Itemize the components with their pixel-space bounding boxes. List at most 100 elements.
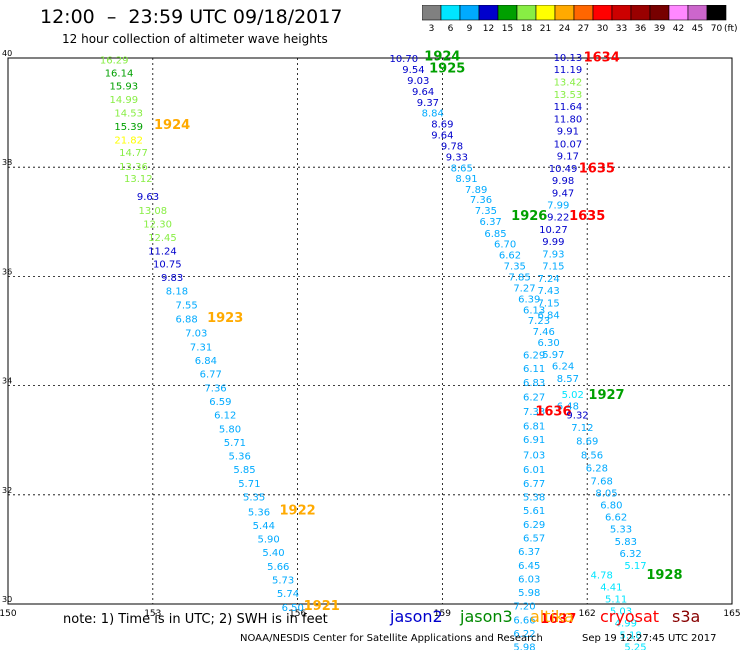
wave-height-label: 7.46 — [533, 327, 555, 338]
wave-height-label: 14.99 — [110, 95, 139, 106]
wave-height-label: 15.39 — [114, 122, 143, 133]
lon-tick-label: 150 — [0, 609, 17, 619]
wave-height-label: 9.64 — [412, 87, 434, 98]
wave-height-label: 6.48 — [557, 401, 579, 412]
wave-height-label: 6.80 — [600, 501, 622, 512]
wave-height-label: 8.57 — [557, 374, 579, 385]
pass-time-label: 1637 — [540, 612, 576, 627]
wave-height-label: 5.98 — [513, 643, 535, 650]
legend-tick-label: 15 — [502, 24, 513, 34]
wave-height-label: 4.78 — [591, 571, 613, 582]
satellite-jason3: jason3 — [460, 607, 513, 626]
legend-tick-label: 12 — [483, 24, 494, 34]
legend-tick-label: 36 — [635, 24, 647, 34]
wave-height-label: 9.03 — [407, 76, 429, 87]
wave-height-label: 6.50 — [282, 603, 304, 614]
color-legend: 3 6 9 12 15 18 21 24 27 30 33 36 39 42 45 70 (ft) — [422, 5, 738, 34]
wave-height-label: 7.31 — [190, 342, 212, 353]
wave-height-label: 8.69 — [431, 120, 453, 131]
wave-height-label: 6.66 — [513, 615, 535, 626]
wave-height-label: 9.47 — [552, 188, 574, 199]
wave-height-label: 14.53 — [114, 109, 143, 120]
wave-height-label: 6.85 — [484, 229, 506, 240]
wave-height-label: 6.59 — [209, 397, 231, 408]
lon-tick-label: 153 — [144, 609, 161, 619]
wave-height-label: 5.74 — [277, 589, 299, 600]
wave-height-label: 13.42 — [554, 78, 583, 89]
pass-time-label: 1922 — [280, 504, 316, 519]
wave-height-label: 6.62 — [499, 251, 521, 262]
wave-height-label: 6.84 — [537, 311, 559, 322]
map-frame — [7, 57, 733, 605]
wave-height-label: 8.05 — [595, 489, 617, 500]
wave-height-label: 9.64 — [431, 131, 453, 142]
wave-height-label: 16.14 — [105, 68, 134, 79]
wave-height-label: 5.83 — [615, 537, 637, 548]
wave-height-label: 5.38 — [523, 493, 545, 504]
wave-height-label: 6.13 — [523, 305, 545, 316]
wave-height-label: 7.99 — [547, 200, 569, 211]
wave-height-label: 7.93 — [542, 250, 564, 261]
pass-time-label: 1925 — [429, 61, 465, 76]
wave-height-label: 6.28 — [586, 464, 608, 475]
pass-time-label: 1636 — [535, 404, 571, 419]
legend-tick-label: 6 — [448, 24, 454, 34]
pass-time-label: 1924 — [424, 49, 460, 64]
wave-height-label: 6.45 — [518, 561, 540, 572]
wave-height-label: 7.85 — [508, 272, 530, 283]
wave-height-label: 6.03 — [518, 574, 540, 585]
wave-height-label: 6.62 — [605, 513, 627, 524]
wave-height-label: 7.35 — [504, 262, 526, 273]
wave-height-label: 6.37 — [480, 217, 502, 228]
lat-tick-label: 38 — [2, 158, 12, 167]
wave-height-label: 10.07 — [554, 139, 583, 150]
wave-height-label: 6.24 — [552, 361, 574, 372]
wave-height-label: 6.29 — [523, 351, 545, 362]
satellite-cryosat: cryosat — [600, 607, 660, 626]
wave-height-label: 15.93 — [110, 81, 139, 92]
wave-height-label: 7.36 — [204, 383, 226, 394]
legend-tick-label: 3 — [429, 24, 435, 34]
wave-height-label: 6.22 — [513, 629, 535, 640]
satellite-altika: altika — [530, 607, 574, 626]
footer-timestamp: Sep 19 12:27:45 UTC 2017 — [582, 633, 717, 644]
wave-height-label: 9.22 — [547, 212, 569, 223]
wave-height-label: 7.23 — [528, 316, 550, 327]
wave-height-label: 7.68 — [591, 477, 613, 488]
legend-swatch — [706, 5, 727, 21]
wave-height-label: 5.80 — [219, 424, 241, 435]
wave-height-label: 4.41 — [600, 583, 622, 594]
wave-height-label: 11.80 — [554, 115, 583, 126]
lon-tick-label: 156 — [289, 609, 306, 619]
wave-height-label: 9.99 — [542, 237, 564, 248]
pass-time-label: 1634 — [584, 51, 620, 66]
wave-height-label: 11.19 — [554, 65, 583, 76]
wave-height-label: 6.27 — [523, 393, 545, 404]
wave-height-label: 8.69 — [576, 436, 598, 447]
wave-height-label: 6.70 — [494, 240, 516, 251]
wave-height-label: 9.33 — [446, 152, 468, 163]
wave-height-label: 6.11 — [523, 364, 545, 375]
legend-unit: (ft) — [724, 24, 738, 34]
wave-height-label: 6.88 — [175, 315, 197, 326]
wave-height-label: 10.27 — [539, 225, 568, 236]
wave-height-label: 6.83 — [523, 378, 545, 389]
wave-height-label: 5.25 — [624, 643, 646, 650]
wave-height-label: 9.54 — [402, 65, 424, 76]
satellite-jason2: jason2 — [390, 607, 443, 626]
wave-height-label: 7.15 — [537, 299, 559, 310]
wave-height-label: 6.57 — [523, 533, 545, 544]
wave-height-label: 6.91 — [523, 435, 545, 446]
pass-time-label: 1924 — [154, 118, 190, 133]
wave-height-label: 9.32 — [566, 411, 588, 422]
wave-height-label: 13.36 — [119, 162, 148, 173]
lon-tick-label: 159 — [434, 609, 451, 619]
wave-height-label: 7.55 — [175, 300, 197, 311]
wave-height-label: 7.15 — [542, 262, 564, 273]
wave-height-label: 10.13 — [554, 53, 583, 64]
wave-height-label: 9.78 — [441, 141, 463, 152]
wave-height-label: 14.77 — [119, 148, 148, 159]
wave-height-label: 5.40 — [262, 548, 284, 559]
lon-tick-label: 162 — [579, 609, 596, 619]
